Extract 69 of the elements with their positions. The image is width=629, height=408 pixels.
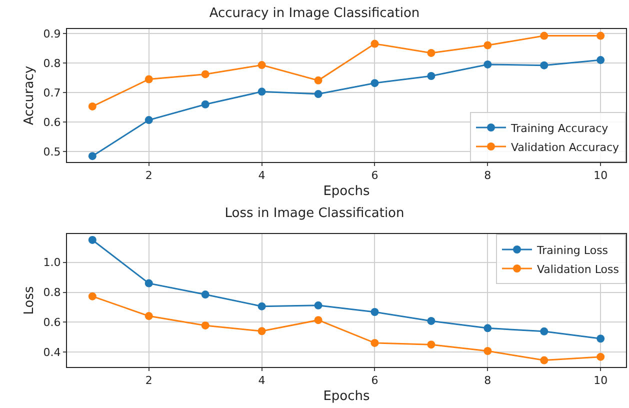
point [484,41,492,50]
y-tick-label: 0.8 [43,56,61,70]
point [540,356,548,364]
point [370,338,379,347]
point [201,290,210,299]
point [596,334,605,343]
y-tick-label: 0.9 [43,27,61,40]
point [144,312,153,320]
y-tick-label: 0.8 [43,286,61,300]
legend-label: Training Accuracy [510,122,609,135]
point [144,279,153,288]
point [370,308,379,316]
legend-label: Validation Loss [537,262,620,276]
point [540,32,548,40]
point [427,340,436,349]
x-tick-label: 2 [145,374,152,388]
x-tick-label: 10 [594,374,608,388]
y-tick-label: 0.6 [43,116,61,129]
chart-title: Accuracy in Image Classification [209,6,420,22]
point [484,347,492,356]
point [88,236,96,244]
chart-title: Loss in Image Classification [224,206,404,222]
x-tick-label: 10 [594,169,608,182]
y-tick-label: 0.5 [43,146,61,159]
point [596,56,605,64]
point [314,301,322,310]
y-axis-title: Accuracy [22,66,38,126]
point [314,76,322,84]
point [88,102,96,110]
point [540,327,548,336]
point [314,90,322,98]
x-axis-title: Epochs [323,184,370,199]
point [484,324,492,332]
x-axis-title: Epochs [323,388,370,404]
point [370,79,379,88]
point [258,327,266,336]
legend-label: Validation Accuracy [511,140,620,154]
point [201,100,210,108]
x-tick-label: 8 [484,169,492,182]
point [201,70,210,78]
point [258,302,266,310]
x-tick-label: 4 [258,169,266,182]
point [370,40,379,48]
y-tick-label: 0.4 [43,346,61,359]
point [88,152,96,160]
point [596,352,605,361]
x-tick-label: 2 [145,169,152,182]
x-tick-label: 6 [371,169,378,182]
point [427,48,436,57]
point [144,75,153,84]
point [484,60,492,68]
y-tick-label: 0.7 [43,86,61,100]
y-tick-label: 1.0 [43,256,61,270]
point [427,72,436,80]
point [201,321,210,330]
point [258,88,266,96]
point [596,32,605,40]
y-tick-label: 0.6 [43,316,61,330]
point [144,116,153,124]
point [88,292,96,300]
point [258,61,266,70]
x-tick-label: 6 [371,374,378,388]
y-axis-title: Loss [22,286,38,315]
x-tick-label: 8 [484,374,492,388]
x-tick-label: 4 [258,374,266,388]
point [427,316,436,325]
legend-label: Training Loss [536,244,608,257]
point [314,316,322,324]
point [540,61,548,70]
